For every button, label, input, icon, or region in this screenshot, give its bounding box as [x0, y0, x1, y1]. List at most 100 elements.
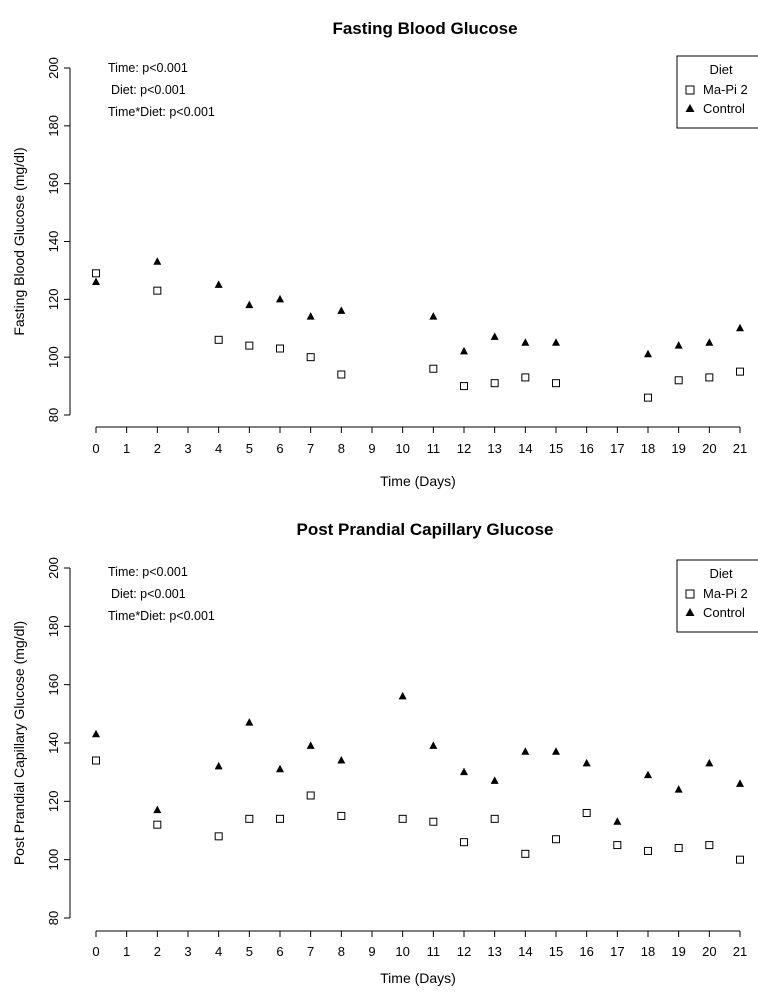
stats-annotation: Diet: p<0.001: [111, 587, 186, 601]
y-tick-label: 140: [46, 732, 61, 754]
data-point-square: [490, 379, 499, 388]
y-tick-label: 80: [46, 911, 61, 925]
chart-panel-1: Fasting Blood Glucose8010012014016018020…: [11, 19, 758, 489]
data-point-square: [705, 373, 714, 382]
y-tick-label: 180: [46, 615, 61, 637]
legend-filled-triangle-icon: [685, 104, 695, 112]
data-point-square: [276, 814, 284, 823]
data-point-square: [92, 756, 100, 765]
x-tick-label: 4: [215, 944, 222, 959]
x-tick-label: 8: [338, 944, 345, 959]
data-point-triangle: [460, 767, 468, 776]
data-point-triangle: [674, 785, 683, 793]
data-point-triangle: [92, 729, 100, 738]
x-tick-label: 2: [154, 944, 161, 959]
x-tick-label: 3: [184, 944, 191, 959]
x-tick-label: 11: [427, 441, 441, 456]
x-tick-label: 0: [92, 441, 99, 456]
x-tick-label: 19: [671, 944, 685, 959]
data-point-square: [337, 811, 346, 820]
x-tick-label: 20: [702, 441, 716, 456]
x-tick-label: 3: [184, 441, 191, 456]
y-tick-label: 140: [46, 231, 61, 253]
data-point-triangle: [398, 691, 407, 700]
data-point-square: [674, 376, 683, 385]
series-2: [92, 691, 744, 825]
data-point-triangle: [582, 758, 591, 767]
data-point-triangle: [214, 280, 223, 288]
data-point-triangle: [552, 338, 560, 346]
legend-entry: Ma-Pi 2: [703, 586, 748, 601]
data-point-square: [521, 849, 530, 858]
y-tick-label: 180: [46, 115, 61, 137]
y-axis-label: Post Prandial Capillary Glucose (mg/dl): [11, 621, 27, 865]
y-tick-label: 120: [46, 790, 61, 812]
data-point-square: [245, 341, 254, 350]
x-tick-label: 21: [733, 944, 747, 959]
x-tick-label: 5: [246, 944, 253, 959]
legend-entry: Control: [703, 605, 745, 620]
data-point-triangle: [153, 257, 162, 265]
x-tick-label: 10: [395, 944, 409, 959]
data-point-square: [552, 835, 560, 844]
x-tick-label: 19: [671, 441, 685, 456]
data-point-triangle: [552, 747, 560, 755]
data-point-triangle: [306, 741, 315, 749]
x-tick-label: 15: [549, 944, 563, 959]
data-point-square: [736, 367, 744, 376]
data-point-square: [153, 820, 162, 829]
data-point-square: [429, 817, 438, 826]
data-point-triangle: [276, 294, 284, 303]
y-tick-label: 160: [46, 173, 61, 195]
data-point-triangle: [429, 312, 438, 320]
chart-title: Fasting Blood Glucose: [332, 19, 517, 38]
data-point-square: [521, 373, 530, 382]
legend-entry: Control: [703, 101, 745, 116]
x-tick-label: 8: [338, 441, 345, 456]
chart-title: Post Prandial Capillary Glucose: [297, 520, 554, 539]
data-point-square: [276, 344, 284, 353]
legend-open-square-icon: [685, 85, 695, 95]
x-tick-label: 18: [641, 441, 655, 456]
legend-box: [676, 559, 758, 633]
data-point-square: [306, 353, 315, 362]
legend: Diet Ma-Pi 2 Control: [676, 559, 758, 633]
stats-annotation: Time*Diet: p<0.001: [108, 105, 215, 119]
x-tick-label: 4: [215, 441, 222, 456]
legend: Diet Ma-Pi 2 Control: [676, 55, 758, 129]
x-tick-label: 12: [457, 944, 471, 959]
chart-panel-2: Post Prandial Capillary Glucose801001201…: [11, 520, 758, 986]
x-tick-label: 20: [702, 944, 716, 959]
data-point-square: [153, 286, 162, 295]
x-tick-label: 7: [307, 944, 314, 959]
data-point-triangle: [429, 741, 438, 749]
x-tick-label: 17: [610, 944, 624, 959]
series-1: [92, 756, 744, 864]
data-point-square: [582, 809, 591, 817]
data-point-triangle: [490, 776, 499, 784]
x-tick-label: 11: [427, 944, 441, 959]
series-1: [92, 269, 744, 402]
data-point-triangle: [521, 747, 530, 755]
y-axis-label: Fasting Blood Glucose (mg/dl): [11, 147, 27, 335]
data-point-triangle: [736, 323, 744, 332]
data-point-square: [92, 269, 100, 278]
legend-filled-triangle-icon: [685, 608, 695, 616]
x-axis-label: Time (Days): [380, 473, 456, 489]
data-point-triangle: [460, 346, 468, 355]
data-point-square: [552, 379, 560, 388]
data-point-triangle: [613, 817, 622, 825]
x-tick-label: 0: [92, 944, 99, 959]
data-point-square: [705, 841, 714, 850]
y-tick-label: 200: [46, 557, 61, 579]
y-tick-label: 120: [46, 288, 61, 310]
data-point-triangle: [337, 756, 346, 764]
data-point-square: [674, 844, 683, 852]
data-point-square: [460, 838, 468, 847]
x-tick-label: 12: [457, 441, 471, 456]
stats-annotation: Time: p<0.001: [108, 565, 188, 579]
data-point-square: [306, 791, 315, 800]
y-tick-label: 160: [46, 674, 61, 696]
x-tick-label: 10: [395, 441, 409, 456]
data-point-square: [214, 335, 223, 344]
